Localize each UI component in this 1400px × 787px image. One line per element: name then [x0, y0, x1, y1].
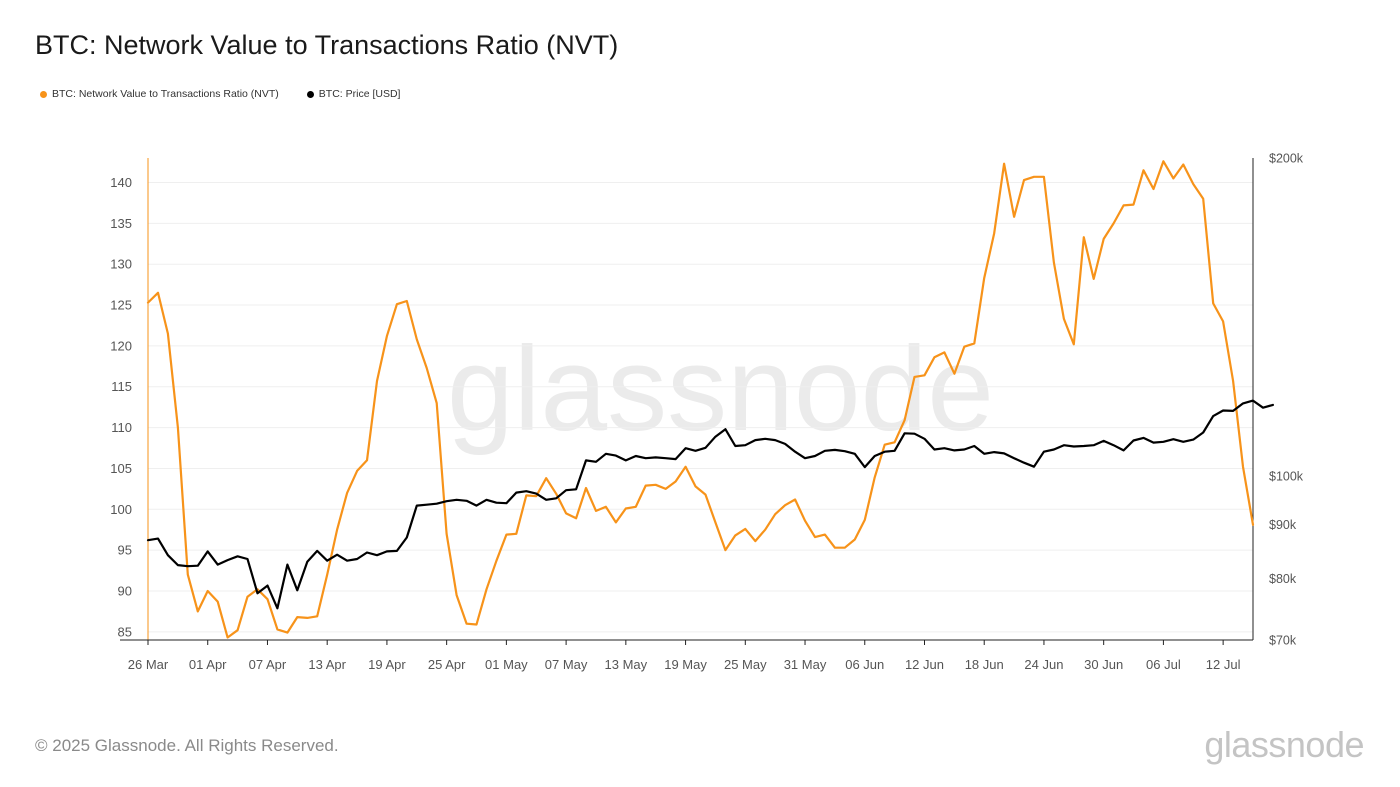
- legend-swatch-price: [306, 90, 314, 98]
- y-left-tick-label: 105: [110, 461, 132, 476]
- x-tick-label: 07 Apr: [249, 657, 287, 672]
- y-left-tick-label: 115: [111, 379, 132, 394]
- legend: BTC: Network Value to Transactions Ratio…: [40, 88, 400, 100]
- y-right-tick-label: $70k: [1269, 634, 1297, 648]
- x-tick-label: 06 Jul: [1146, 657, 1181, 672]
- x-tick-label: 19 Apr: [368, 657, 406, 672]
- x-tick-label: 12 Jul: [1206, 657, 1241, 672]
- brand-logo: glassnode: [1204, 724, 1364, 765]
- y-left-tick-label: 125: [110, 298, 132, 313]
- y-right-tick-label: $200k: [1269, 152, 1304, 166]
- x-tick-label: 25 Apr: [428, 657, 466, 672]
- x-tick-label: 31 May: [784, 657, 827, 672]
- x-tick-label: 30 Jun: [1084, 657, 1123, 672]
- y-right-tick-label: $100k: [1269, 470, 1304, 484]
- y-left-tick-label: 135: [110, 216, 132, 231]
- x-tick-label: 13 Apr: [308, 657, 346, 672]
- y-left-tick-label: 110: [111, 420, 132, 435]
- x-tick-label: 12 Jun: [905, 657, 944, 672]
- x-tick-label: 24 Jun: [1024, 657, 1063, 672]
- price-series-line: [146, 399, 1275, 610]
- y-left-tick-label: 95: [118, 543, 132, 558]
- copyright-text: © 2025 Glassnode. All Rights Reserved.: [35, 736, 339, 755]
- legend-swatch-nvt: [40, 90, 47, 98]
- y-left-tick-label: 140: [110, 175, 132, 190]
- x-tick-label: 01 Apr: [189, 657, 227, 672]
- x-tick-label: 01 May: [485, 657, 528, 672]
- y-left-tick-label: 120: [110, 338, 132, 353]
- x-tick-label: 07 May: [545, 657, 588, 672]
- x-tick-label: 19 May: [664, 657, 707, 672]
- y-left-tick-label: 100: [110, 502, 132, 517]
- nvt-series-line: [146, 160, 1255, 639]
- y-left-tick-label: 85: [118, 624, 132, 639]
- y-right-tick-label: $80k: [1269, 572, 1297, 586]
- x-tick-label: 06 Jun: [845, 657, 884, 672]
- y-right-tick-label: $90k: [1269, 518, 1297, 532]
- legend-item-nvt[interactable]: BTC: Network Value to Transactions Ratio…: [40, 88, 279, 100]
- legend-label-nvt: BTC: Network Value to Transactions Ratio…: [52, 88, 279, 100]
- legend-item-price[interactable]: BTC: Price [USD]: [306, 88, 401, 100]
- legend-label-price: BTC: Price [USD]: [318, 88, 401, 100]
- y-left-tick-label: 90: [118, 583, 132, 598]
- x-tick-label: 18 Jun: [965, 657, 1004, 672]
- chart-title: BTC: Network Value to Transactions Ratio…: [35, 30, 619, 60]
- y-left-tick-label: 130: [110, 257, 132, 272]
- x-tick-label: 13 May: [605, 657, 648, 672]
- x-tick-label: 25 May: [724, 657, 767, 672]
- x-tick-label: 26 Mar: [128, 657, 169, 672]
